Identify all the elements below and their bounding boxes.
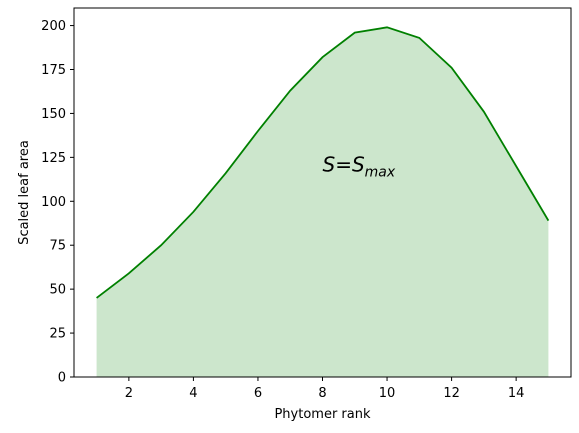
area-fill bbox=[96, 27, 549, 377]
y-tick-label: 150 bbox=[41, 107, 66, 122]
y-axis-label: Scaled leaf area bbox=[17, 140, 32, 245]
x-tick-label: 2 bbox=[125, 386, 133, 401]
x-tick-label: 12 bbox=[443, 386, 460, 401]
formula-s-base: S bbox=[352, 152, 365, 176]
y-tick-label: 200 bbox=[41, 19, 66, 34]
x-axis-label: Phytomer rank bbox=[274, 407, 371, 422]
x-tick-label: 14 bbox=[508, 386, 525, 401]
y-tick-label: 25 bbox=[49, 327, 66, 342]
formula-subscript: max bbox=[365, 164, 396, 180]
formula-equals: = bbox=[335, 152, 352, 176]
x-tick-label: 10 bbox=[379, 386, 396, 401]
y-tick-label: 175 bbox=[41, 63, 66, 78]
y-tick-label: 0 bbox=[58, 371, 66, 386]
axes-frame bbox=[73, 7, 572, 378]
y-tick-label: 75 bbox=[49, 239, 66, 254]
x-tick-label: 4 bbox=[189, 386, 197, 401]
plot-area bbox=[96, 26, 550, 377]
x-tick-label: 8 bbox=[318, 386, 326, 401]
y-tick-label: 50 bbox=[49, 283, 66, 298]
x-tick-label: 6 bbox=[254, 386, 262, 401]
formula-annotation: S=Smax bbox=[323, 152, 396, 180]
y-tick-label: 125 bbox=[41, 151, 66, 166]
y-tick-label: 100 bbox=[41, 195, 66, 210]
formula-s: S bbox=[323, 152, 336, 176]
ticks: 2 4 6 8 10 12 14 0 25 50 75 100 125 150 175 200 bbox=[41, 19, 524, 401]
